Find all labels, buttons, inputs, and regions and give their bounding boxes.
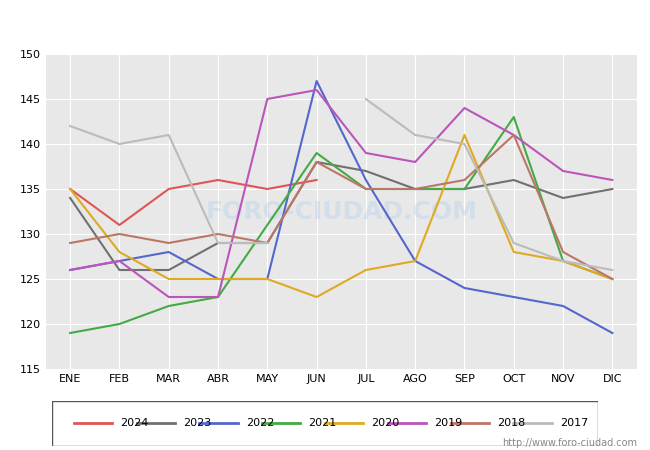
Text: 2022: 2022 <box>246 418 274 428</box>
Text: Afiliados en Mucientes a 31/5/2024: Afiliados en Mucientes a 31/5/2024 <box>179 11 471 29</box>
Text: FORO-CIUDAD.COM: FORO-CIUDAD.COM <box>205 199 477 224</box>
Text: 2018: 2018 <box>497 418 525 428</box>
Text: 2021: 2021 <box>309 418 337 428</box>
Text: 2023: 2023 <box>183 418 211 428</box>
FancyBboxPatch shape <box>52 400 598 446</box>
Text: 2024: 2024 <box>120 418 149 428</box>
Text: http://www.foro-ciudad.com: http://www.foro-ciudad.com <box>502 438 637 448</box>
Text: 2020: 2020 <box>371 418 400 428</box>
Text: 2017: 2017 <box>560 418 588 428</box>
Text: 2019: 2019 <box>434 418 462 428</box>
